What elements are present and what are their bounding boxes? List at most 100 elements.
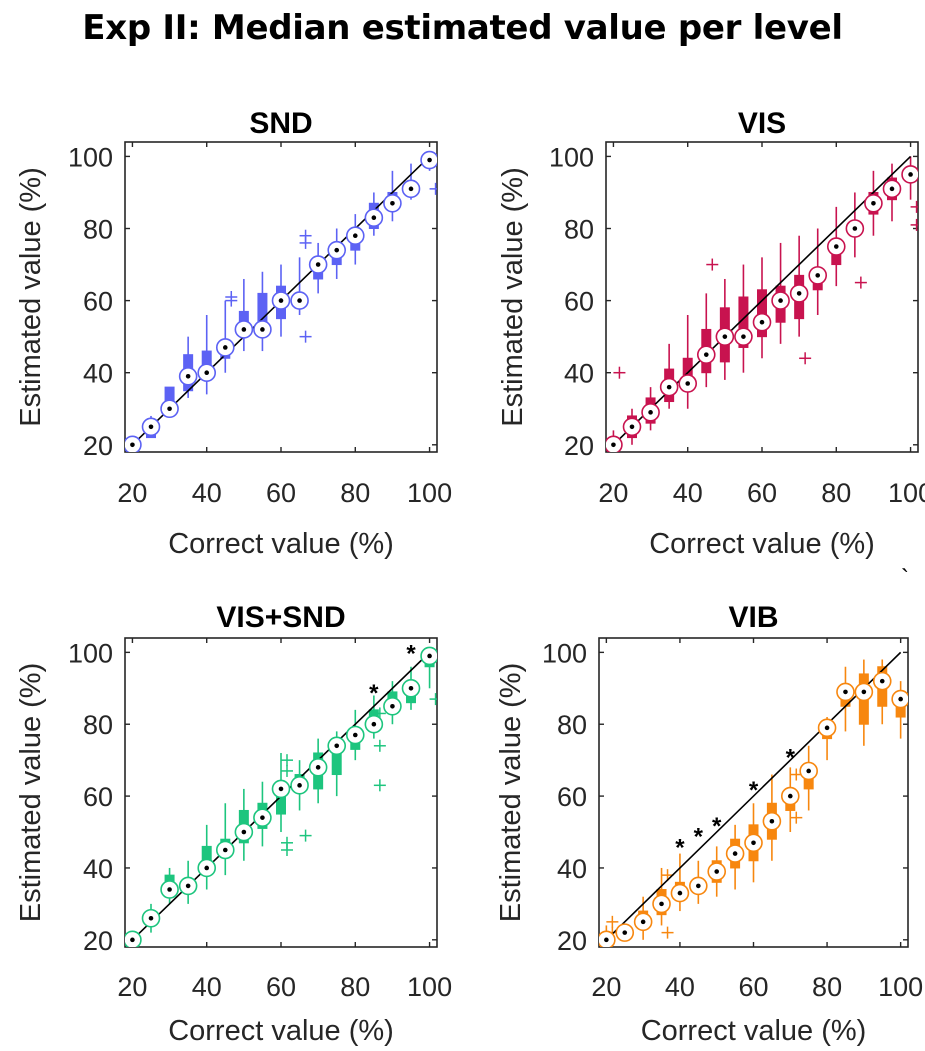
median-marker <box>125 930 142 947</box>
y-tick-label: 40 <box>564 359 594 389</box>
x-tick-label: 80 <box>821 478 851 508</box>
outlier-marker <box>854 276 867 289</box>
x-tick-label: 40 <box>192 478 222 508</box>
panel-title: SND <box>249 107 312 140</box>
median-marker <box>197 363 217 382</box>
x-axis-label: Correct value (%) <box>649 528 875 560</box>
median-marker <box>744 833 763 853</box>
median-marker <box>725 844 745 863</box>
median-marker <box>689 876 708 896</box>
y-tick-label: 20 <box>557 926 587 956</box>
x-tick-label: 20 <box>117 972 147 1002</box>
outlier-marker <box>613 366 626 379</box>
identity-line <box>605 651 902 941</box>
x-tick-label: 40 <box>673 478 703 508</box>
median-marker <box>752 312 772 332</box>
median-marker <box>826 237 846 256</box>
median-marker <box>882 179 902 199</box>
significance-star: * <box>675 834 685 861</box>
panel-snd: 20 40 60 80 100 20 40 60 80 100 SND Correct value (… <box>15 107 452 560</box>
median-marker <box>808 266 828 285</box>
x-tick-label: 60 <box>266 478 296 508</box>
stray-mark: ` <box>901 565 909 592</box>
outlier-marker <box>661 926 674 939</box>
outlier-marker <box>429 693 437 706</box>
median-marker <box>707 862 727 881</box>
outlier-marker <box>429 182 437 195</box>
panel-title: VIS+SND <box>216 601 345 634</box>
median-marker <box>327 736 347 756</box>
median-marker <box>234 320 254 339</box>
median-marker <box>383 696 402 716</box>
y-tick-label: 40 <box>557 854 587 884</box>
y-tick-label: 80 <box>557 710 587 740</box>
median-marker <box>401 679 421 698</box>
median-marker <box>364 208 384 227</box>
median-marker <box>817 718 837 738</box>
plot-area <box>599 651 908 947</box>
median-marker <box>327 240 347 260</box>
panel-title: VIS <box>738 107 786 140</box>
x-tick-label: 20 <box>591 972 621 1002</box>
x-axis-label: Correct value (%) <box>168 1015 394 1047</box>
median-marker <box>178 876 198 896</box>
median-marker <box>901 165 918 184</box>
median-marker <box>641 403 660 422</box>
median-marker <box>652 894 671 914</box>
plot-area <box>125 150 437 452</box>
outlier-marker <box>910 218 918 231</box>
outlier-marker <box>299 236 312 249</box>
x-tick-label: 80 <box>340 478 370 508</box>
outlier-marker <box>790 811 803 824</box>
x-tick-label: 100 <box>878 972 923 1002</box>
median-marker <box>271 779 291 799</box>
outlier-marker <box>373 739 386 752</box>
median-marker <box>308 255 328 274</box>
median-marker <box>345 725 365 745</box>
x-tick-label: 60 <box>738 972 768 1002</box>
y-tick-label: 20 <box>564 431 594 461</box>
figure-title: Exp II: Median estimated value per level <box>82 8 843 48</box>
y-tick-label: 40 <box>83 359 113 389</box>
median-marker <box>771 291 790 310</box>
plot-area <box>606 155 918 452</box>
plot-area <box>125 646 437 947</box>
x-tick-label: 80 <box>340 972 370 1002</box>
median-marker <box>615 923 635 942</box>
panel-title: VIB <box>728 601 778 634</box>
median-marker <box>234 822 254 842</box>
significance-star: * <box>694 824 704 851</box>
median-marker <box>606 435 623 452</box>
median-marker <box>308 758 328 777</box>
y-tick-label: 60 <box>83 782 113 812</box>
outlier-marker <box>799 352 812 365</box>
outlier-marker <box>706 258 719 271</box>
x-tick-label: 100 <box>407 972 452 1002</box>
median-marker <box>253 320 272 339</box>
median-marker <box>215 338 235 357</box>
x-tick-label: 40 <box>192 972 222 1002</box>
x-tick-label: 100 <box>888 478 925 508</box>
median-marker <box>678 374 698 393</box>
median-marker <box>290 776 309 795</box>
x-axis-label: Correct value (%) <box>641 1015 867 1047</box>
median-marker <box>715 327 735 346</box>
y-tick-label: 80 <box>83 710 113 740</box>
median-marker <box>141 417 161 437</box>
x-tick-label: 20 <box>117 478 147 508</box>
median-marker <box>253 808 272 827</box>
median-marker <box>125 435 142 452</box>
x-tick-label: 80 <box>812 972 842 1002</box>
y-tick-label: 100 <box>68 142 113 172</box>
y-axis-label: Estimated value (%) <box>15 167 47 427</box>
median-marker <box>854 682 874 702</box>
x-tick-label: 20 <box>598 478 628 508</box>
median-marker <box>836 682 855 702</box>
median-marker <box>271 291 291 310</box>
median-marker <box>197 858 217 878</box>
y-axis-label: Estimated value (%) <box>15 663 47 923</box>
outlier-marker <box>373 779 386 792</box>
median-marker <box>845 219 865 238</box>
